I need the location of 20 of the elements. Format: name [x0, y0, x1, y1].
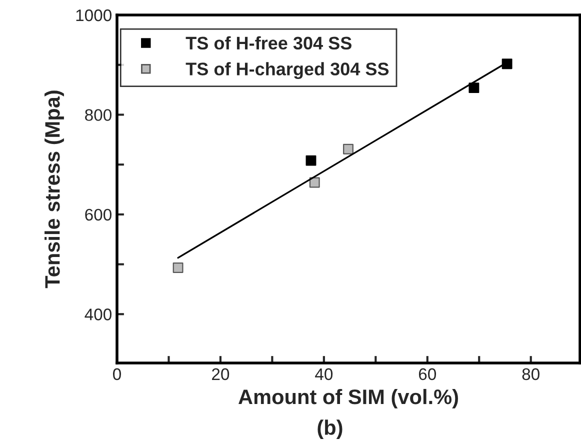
x-tick-label: 20 [212, 368, 230, 380]
point [468, 82, 480, 94]
text: (b) [318, 420, 342, 440]
point [309, 177, 320, 188]
x-tick-label: 0 [113, 368, 121, 380]
y-tick-label: 600 [85, 208, 112, 221]
y-tick-label: 1000 [76, 9, 112, 22]
y-tick-label: 400 [84, 308, 112, 320]
point [306, 155, 316, 166]
y-tick-label: 800 [85, 109, 112, 121]
point [172, 262, 184, 273]
point [343, 144, 354, 154]
point [502, 58, 512, 70]
x-tick-label: 60 [418, 368, 436, 380]
x-axis-title: Amount of SIM (vol.%) [238, 388, 458, 408]
x-tick-label: 40 [315, 368, 333, 380]
y-axis-title: Tensile stress (Mpa) [44, 90, 64, 288]
x-tick-label: 80 [522, 368, 540, 380]
legend-label: TS of H-charged 304 SS [186, 62, 389, 80]
legend-label: TS of H-free 304 SS [186, 36, 352, 50]
